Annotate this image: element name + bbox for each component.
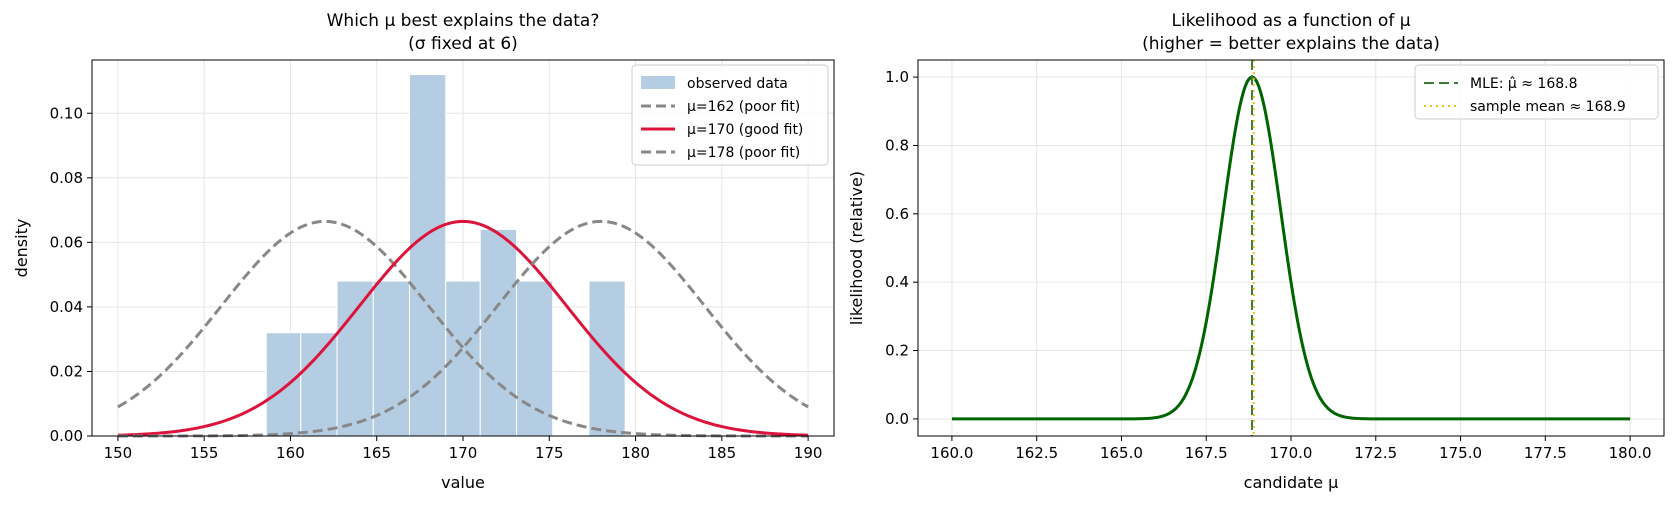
x-tick-label: 165 (362, 444, 391, 462)
histogram-bar (336, 280, 374, 437)
x-tick-label: 160 (276, 444, 305, 462)
legend-label: μ=162 (poor fit) (687, 99, 800, 115)
x-tick-label: 175.0 (1439, 444, 1482, 462)
likelihood-panel: 160.0 162.5 165.0 167.5 170.0 172.5 175.0 177.5… (847, 11, 1665, 492)
x-tick-label: 180.0 (1609, 444, 1652, 462)
y-tick-label: 0.2 (885, 342, 909, 360)
x-axis-label: value (441, 473, 485, 492)
y-tick-label: 1.0 (885, 68, 909, 86)
x-tick-label: 175 (535, 444, 564, 462)
legend-label: sample mean ≈ 168.9 (1470, 99, 1626, 115)
y-axis-label: density (12, 219, 31, 278)
histogram-bar (265, 332, 302, 437)
x-tick-label: 162.5 (1015, 444, 1058, 462)
chart-subtitle: (higher = better explains the data) (1142, 34, 1440, 54)
x-axis-label: candidate μ (1244, 473, 1339, 492)
y-tick-label: 0.0 (885, 410, 909, 428)
chart-subtitle: (σ fixed at 6) (408, 34, 518, 54)
x-tick-label: 167.5 (1185, 444, 1228, 462)
x-tick-label: 172.5 (1354, 444, 1397, 462)
x-tick-label: 165.0 (1100, 444, 1143, 462)
x-tick-label: 155 (190, 444, 219, 462)
chart-title: Which μ best explains the data? (327, 11, 600, 31)
y-tick-label: 0.04 (50, 298, 83, 316)
y-tick-label: 0.08 (50, 169, 83, 187)
legend-label: observed data (687, 76, 788, 92)
legend-label: MLE: μ̂ ≈ 168.8 (1470, 76, 1578, 92)
legend-label: μ=178 (poor fit) (687, 145, 800, 161)
legend-label: μ=170 (good fit) (687, 122, 803, 138)
y-tick-label: 0.02 (50, 362, 83, 380)
x-tick-label: 160.0 (930, 444, 973, 462)
histogram-bar (409, 74, 447, 437)
y-tick-label: 0.06 (50, 233, 83, 251)
histogram-bar (515, 280, 554, 437)
histogram-bar (479, 228, 517, 437)
x-tick-label: 170 (449, 444, 478, 462)
histogram-bar (445, 280, 481, 437)
chart-title: Likelihood as a function of μ (1171, 11, 1410, 31)
x-tick-label: 150 (104, 444, 133, 462)
histogram-panel: 150 155 160 165 170 175 180 185 190 0.00 0.02 0.04 0… (12, 11, 835, 492)
series-line (117, 219, 809, 437)
y-tick-label: 0.00 (50, 427, 83, 445)
x-tick-label: 185 (708, 444, 737, 462)
histogram-bar (300, 332, 338, 437)
y-tick-label: 0.6 (885, 205, 909, 223)
series-line (117, 219, 809, 438)
legend: MLE: μ̂ ≈ 168.8 sample mean ≈ 168.9 (1414, 64, 1659, 120)
x-tick-label: 190 (794, 444, 823, 462)
x-tick-label: 177.5 (1524, 444, 1567, 462)
y-axis-label: likelihood (relative) (847, 171, 866, 325)
x-tick-label: 170.0 (1270, 444, 1313, 462)
x-tick-label: 180 (621, 444, 650, 462)
y-tick-label: 0.8 (885, 136, 909, 154)
histogram-bar (588, 280, 626, 437)
legend-box (1414, 64, 1659, 120)
legend-swatch (641, 76, 675, 89)
y-tick-label: 0.10 (50, 104, 83, 122)
histogram-bar (372, 280, 411, 437)
legend: observed data μ=162 (poor fit) μ=170 (good… (631, 64, 829, 166)
likelihood-curve (951, 75, 1631, 421)
y-tick-label: 0.4 (885, 273, 909, 291)
legend-box (631, 64, 829, 166)
